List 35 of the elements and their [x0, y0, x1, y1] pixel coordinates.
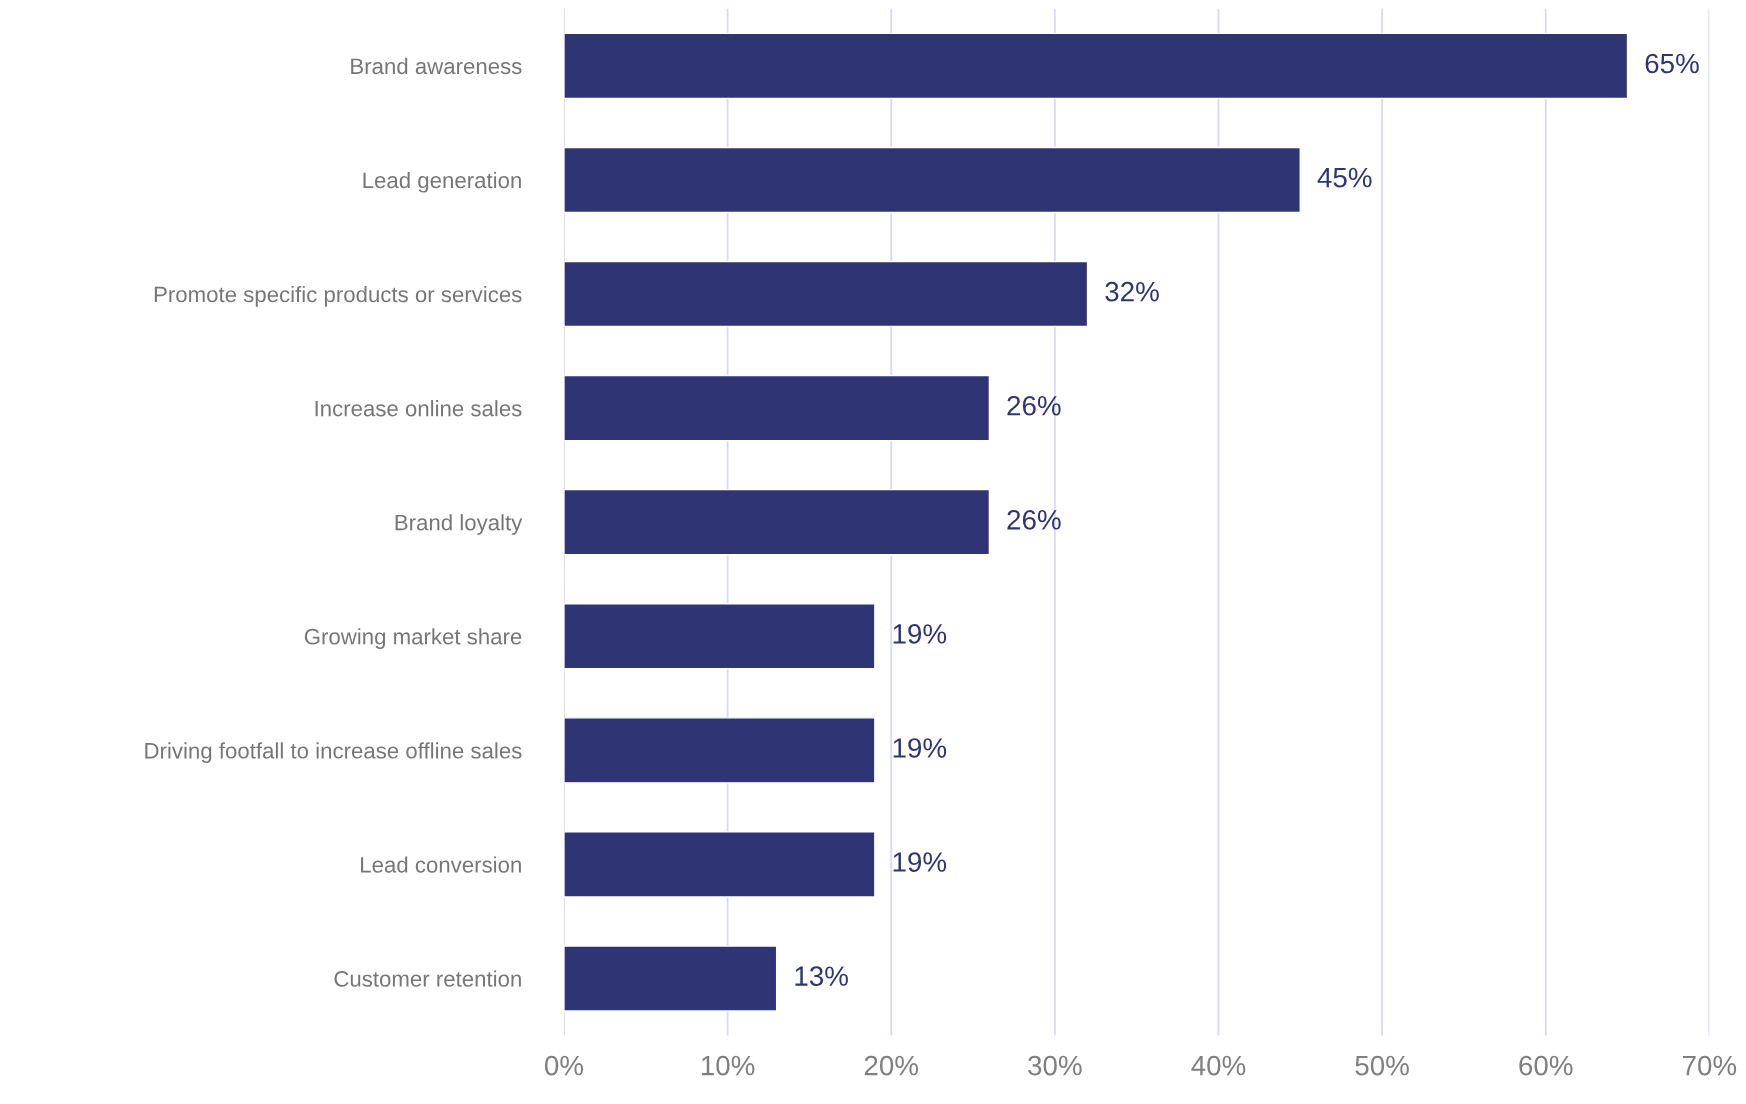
bar — [563, 374, 991, 442]
data-label: 13% — [795, 966, 848, 986]
y-tick-label: Brand loyalty — [395, 514, 523, 535]
y-tick-label: Promote specific products or services — [154, 285, 522, 307]
x-tick-label: 30% — [1028, 1055, 1082, 1076]
x-tick-label: 60% — [1519, 1055, 1573, 1076]
bar — [563, 488, 991, 556]
y-tick-label: Growing market share — [304, 628, 522, 649]
y-tick-label: Customer retention — [334, 970, 521, 987]
x-tick-label: 50% — [1355, 1055, 1409, 1076]
x-tick-label: 40% — [1191, 1055, 1246, 1076]
bar — [563, 260, 1089, 328]
bar — [563, 146, 1301, 214]
data-label: 65% — [1645, 53, 1699, 74]
bar — [563, 945, 778, 1012]
bar — [563, 717, 876, 784]
data-label: 26% — [1007, 509, 1061, 530]
y-tick-label: Increase online sales — [315, 400, 522, 417]
bar — [563, 603, 876, 670]
x-tick-label: 0% — [544, 1055, 584, 1076]
bar — [563, 831, 876, 898]
data-label: 19% — [893, 852, 947, 872]
y-tick-label: Lead conversion — [361, 856, 521, 873]
data-label: 32% — [1105, 281, 1159, 302]
data-label: 45% — [1317, 167, 1372, 188]
bar — [563, 32, 1629, 100]
data-label: 19% — [893, 738, 947, 758]
x-tick-label: 10% — [701, 1055, 755, 1076]
x-tick-label: 20% — [864, 1055, 919, 1076]
y-tick-label: Brand awareness — [351, 57, 522, 75]
data-label: 26% — [1007, 395, 1061, 416]
data-label: 19% — [893, 624, 947, 644]
y-tick-label: Lead generation — [363, 171, 521, 193]
y-tick-label: Driving footfall to increase offline sales — [145, 742, 522, 764]
x-tick-label: 70% — [1682, 1055, 1737, 1076]
